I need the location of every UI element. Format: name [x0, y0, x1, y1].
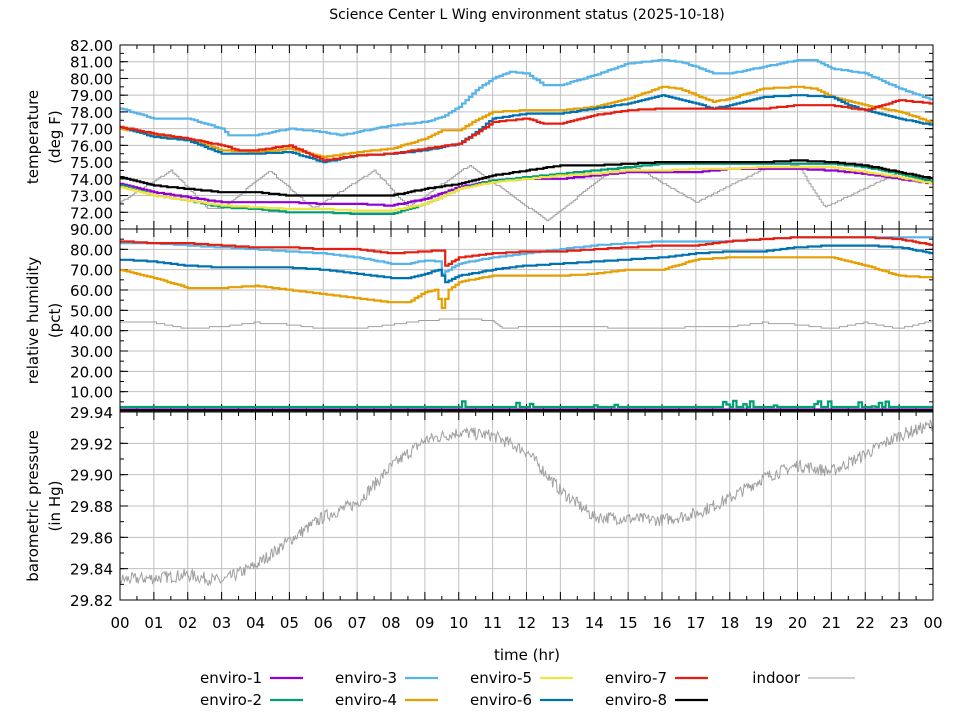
legend-label: enviro-4 — [335, 691, 397, 709]
y-axis-label: (pct) — [46, 303, 64, 338]
y-tick-label: 70.00 — [70, 262, 113, 280]
series-indoor-line — [120, 418, 933, 586]
x-axis-label: time (hr) — [494, 646, 560, 664]
y-tick-label: 29.90 — [70, 467, 113, 485]
y-axis-label: barometric pressure — [24, 430, 42, 582]
x-tick-label: 11 — [483, 614, 502, 632]
y-axis-label: (in Hg) — [46, 481, 64, 532]
legend-item-enviro-2: enviro-2 — [200, 691, 303, 709]
legend-item-enviro-8: enviro-8 — [605, 691, 708, 709]
series-enviro-5-line — [120, 166, 933, 212]
y-tick-label: 60.00 — [70, 282, 113, 300]
x-tick-label: 17 — [686, 614, 705, 632]
y-axis-label: relative humidity — [24, 257, 42, 385]
y-tick-label: 29.82 — [70, 592, 113, 610]
x-tick-label: 05 — [280, 614, 299, 632]
panel-2: 29.82 29.84 29.86 29.88 29.90 29.92 29.94 barom… — [24, 404, 934, 610]
legend-label: enviro-5 — [470, 669, 532, 687]
x-tick-label: 22 — [856, 614, 875, 632]
legend-label: enviro-8 — [605, 691, 667, 709]
panel-1: 10.00 20.00 30.00 40.00 50.00 60.00 70.00 80.00… — [24, 221, 934, 413]
y-tick-label: 40.00 — [70, 323, 113, 341]
legend-item-enviro-6: enviro-6 — [470, 691, 573, 709]
y-tick-label: 10.00 — [70, 384, 113, 402]
series-enviro-4-line — [120, 85, 933, 159]
series-enviro-4-line — [120, 256, 933, 310]
y-tick-label: 73.00 — [70, 188, 113, 206]
x-tick-label: 08 — [381, 614, 400, 632]
y-tick-label: 77.00 — [70, 121, 113, 139]
panel-frame — [119, 411, 934, 601]
y-tick-label: 80.00 — [70, 241, 113, 259]
x-tick-label: 21 — [822, 614, 841, 632]
x-tick-label: 14 — [585, 614, 604, 632]
x-tick-label: 02 — [178, 614, 197, 632]
legend-item-enviro-4: enviro-4 — [335, 691, 438, 709]
y-tick-label: 29.88 — [70, 498, 113, 516]
x-tick-label: 09 — [415, 614, 434, 632]
series-enviro-3-line — [120, 59, 933, 137]
x-tick-label: 04 — [246, 614, 265, 632]
y-tick-label: 20.00 — [70, 363, 113, 381]
y-tick-label: 78.00 — [70, 104, 113, 122]
series-enviro-7-line — [120, 99, 933, 162]
x-tick-label: 01 — [144, 614, 163, 632]
y-tick-label: 72.00 — [70, 204, 113, 222]
legend-label: indoor — [752, 669, 801, 687]
x-tick-label: 10 — [449, 614, 468, 632]
legend-item-enviro-7: enviro-7 — [605, 669, 708, 687]
y-axis-label: temperature — [24, 90, 42, 184]
x-tick-label: 03 — [212, 614, 231, 632]
y-axis-label: (deg F) — [46, 110, 64, 163]
y-tick-label: 75.00 — [70, 154, 113, 172]
x-tick-label: 00 — [923, 614, 942, 632]
series-enviro-2-line — [120, 162, 933, 215]
y-tick-label: 79.00 — [70, 87, 113, 105]
x-tick-label: 12 — [517, 614, 536, 632]
y-tick-label: 50.00 — [70, 302, 113, 320]
y-tick-label: 30.00 — [70, 343, 113, 361]
chart-title: Science Center L Wing environment status… — [329, 7, 725, 23]
legend-label: enviro-7 — [605, 669, 667, 687]
y-tick-label: 76.00 — [70, 137, 113, 155]
y-tick-label: 80.00 — [70, 70, 113, 88]
x-tick-label: 16 — [652, 614, 671, 632]
y-tick-label: 90.00 — [70, 221, 113, 239]
series-indoor-line — [120, 318, 933, 329]
series-enviro-6-line — [120, 94, 933, 164]
y-tick-label: 82.00 — [70, 37, 113, 55]
legend-label: enviro-6 — [470, 691, 532, 709]
y-tick-label: 29.94 — [70, 404, 113, 422]
y-tick-label: 81.00 — [70, 54, 113, 72]
legend-item-enviro-5: enviro-5 — [470, 669, 573, 687]
x-tick-label: 20 — [788, 614, 807, 632]
legend: enviro-1 enviro-2 enviro-3 enviro-4 enviro-5… — [200, 669, 855, 709]
x-tick-label: 00 — [110, 614, 129, 632]
legend-label: enviro-1 — [200, 669, 262, 687]
y-tick-label: 29.92 — [70, 435, 113, 453]
panel-0: 72.0073.0074.0075.0076.0077.0078.0079.00… — [24, 37, 934, 230]
series-enviro-7-line — [120, 236, 933, 267]
x-tick-label: 06 — [314, 614, 333, 632]
legend-item-indoor: indoor — [752, 669, 855, 687]
y-tick-label: 29.86 — [70, 529, 113, 547]
legend-label: enviro-2 — [200, 691, 262, 709]
x-tick-label: 07 — [348, 614, 367, 632]
x-tick-label: 13 — [551, 614, 570, 632]
legend-item-enviro-1: enviro-1 — [200, 669, 303, 687]
x-tick-label: 18 — [720, 614, 739, 632]
legend-item-enviro-3: enviro-3 — [335, 669, 438, 687]
x-tick-label: 15 — [619, 614, 638, 632]
y-tick-label: 74.00 — [70, 171, 113, 189]
series-enviro-6-line — [120, 244, 933, 284]
y-tick-label: 29.84 — [70, 561, 113, 579]
x-tick-label: 23 — [890, 614, 909, 632]
series-enviro-2-line — [120, 399, 933, 409]
x-tick-label: 19 — [754, 614, 773, 632]
series-enviro-8-line — [120, 159, 933, 197]
legend-label: enviro-3 — [335, 669, 397, 687]
